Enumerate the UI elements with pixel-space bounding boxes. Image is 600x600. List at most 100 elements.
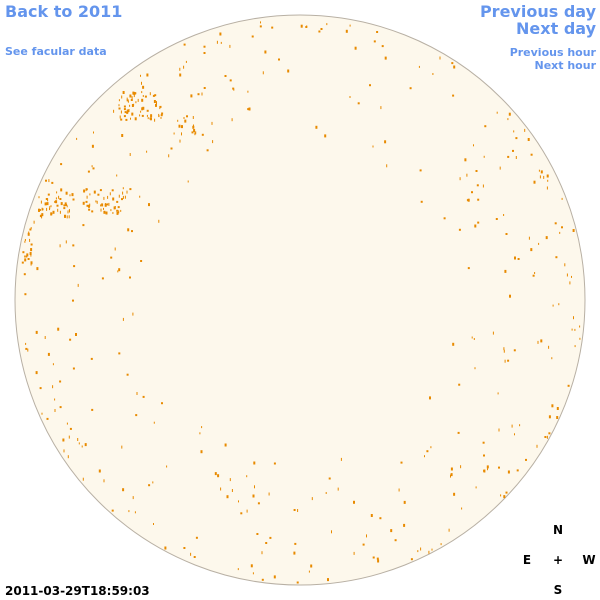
facula-dot bbox=[126, 109, 129, 113]
facula-dot bbox=[139, 114, 141, 117]
facula-dot bbox=[108, 202, 110, 206]
previous-hour-link[interactable]: Previous hour bbox=[510, 46, 597, 59]
facula-dot bbox=[46, 202, 49, 206]
facula-dot bbox=[33, 220, 35, 224]
facula-dot bbox=[452, 94, 455, 97]
facula-dot bbox=[256, 533, 259, 535]
facula-dot bbox=[147, 117, 149, 120]
facula-dot bbox=[503, 347, 505, 351]
facula-dot bbox=[203, 87, 206, 89]
facula-dot bbox=[134, 117, 137, 121]
facula-dot bbox=[536, 444, 538, 448]
facula-dot bbox=[69, 194, 71, 197]
facula-dot bbox=[473, 144, 474, 147]
compass-south: S bbox=[554, 583, 563, 597]
facula-dot bbox=[265, 542, 268, 544]
facula-dot bbox=[181, 132, 182, 136]
facula-dot bbox=[38, 209, 40, 212]
facula-dot bbox=[269, 536, 272, 539]
facular-link[interactable]: See facular data bbox=[5, 45, 107, 58]
facula-dot bbox=[369, 84, 371, 87]
facula-dot bbox=[44, 202, 47, 206]
facula-dot bbox=[63, 449, 65, 453]
facula-dot bbox=[146, 114, 148, 117]
facula-dot bbox=[30, 262, 32, 266]
next-hour-link[interactable]: Next hour bbox=[535, 59, 597, 72]
facula-dot bbox=[477, 221, 480, 224]
facula-dot bbox=[130, 99, 133, 101]
facula-dot bbox=[559, 231, 561, 234]
facula-dot bbox=[240, 512, 243, 515]
facula-dot bbox=[486, 465, 489, 469]
facula-dot bbox=[495, 218, 498, 220]
facula-dot bbox=[409, 87, 412, 90]
facula-dot bbox=[82, 477, 84, 481]
facula-dot bbox=[129, 94, 132, 98]
facula-dot bbox=[548, 432, 551, 435]
back-link[interactable]: Back to 2011 bbox=[5, 2, 122, 21]
facula-dot bbox=[141, 81, 142, 85]
facula-dot bbox=[193, 556, 196, 558]
facula-dot bbox=[107, 195, 109, 199]
facula-dot bbox=[124, 195, 126, 199]
facula-dot bbox=[515, 137, 518, 140]
facula-dot bbox=[85, 200, 88, 203]
facula-dot bbox=[504, 359, 506, 363]
facula-dot bbox=[60, 163, 63, 166]
facula-dot bbox=[81, 445, 83, 448]
facula-dot bbox=[126, 373, 129, 376]
facula-dot bbox=[482, 184, 484, 188]
facula-dot bbox=[164, 546, 167, 550]
facula-dot bbox=[91, 210, 94, 213]
facula-dot bbox=[51, 181, 54, 184]
facula-dot bbox=[21, 261, 24, 264]
facula-dot bbox=[517, 258, 520, 260]
facula-dot bbox=[116, 211, 119, 215]
facula-dot bbox=[121, 134, 124, 137]
facula-dot bbox=[354, 46, 357, 50]
facula-dot bbox=[261, 551, 263, 555]
facula-dot bbox=[308, 570, 310, 573]
facula-dot bbox=[544, 436, 547, 438]
facula-dot bbox=[440, 543, 442, 546]
facula-dot bbox=[120, 110, 122, 114]
facula-dot bbox=[118, 268, 121, 272]
facula-dot bbox=[131, 112, 134, 116]
facula-dot bbox=[87, 170, 90, 173]
facula-dot bbox=[128, 109, 130, 112]
compass-west: W bbox=[582, 553, 595, 567]
previous-day-link[interactable]: Previous day bbox=[480, 2, 597, 21]
facula-dot bbox=[184, 119, 187, 123]
facula-dot bbox=[532, 274, 535, 277]
facula-dot bbox=[246, 509, 248, 513]
facula-dot bbox=[206, 149, 209, 152]
next-day-link[interactable]: Next day bbox=[516, 19, 597, 38]
facula-dot bbox=[150, 117, 152, 121]
facula-dot bbox=[273, 575, 276, 579]
facula-dot bbox=[217, 474, 220, 478]
facula-dot bbox=[49, 208, 50, 211]
facula-dot bbox=[181, 125, 183, 129]
facula-dot bbox=[56, 191, 58, 194]
facula-dot bbox=[146, 73, 149, 77]
facula-dot bbox=[24, 255, 26, 258]
facula-dot bbox=[153, 100, 156, 103]
facula-dot bbox=[574, 345, 576, 348]
facula-dot bbox=[293, 509, 296, 511]
compass-center: + bbox=[553, 553, 563, 567]
solar-disk bbox=[14, 14, 586, 586]
facula-dot bbox=[142, 95, 144, 97]
facula-dot bbox=[306, 25, 308, 28]
facula-dot bbox=[340, 457, 342, 461]
facula-dot bbox=[574, 328, 576, 331]
facula-dot bbox=[158, 219, 160, 223]
facula-dot bbox=[473, 338, 475, 340]
facula-dot bbox=[146, 150, 148, 153]
facula-dot bbox=[190, 552, 192, 556]
facula-dot bbox=[345, 29, 348, 33]
facula-dot bbox=[45, 198, 48, 200]
facula-dot bbox=[127, 100, 129, 103]
facula-dot bbox=[183, 547, 186, 549]
facula-dot bbox=[571, 275, 572, 278]
facula-dot bbox=[25, 342, 27, 345]
